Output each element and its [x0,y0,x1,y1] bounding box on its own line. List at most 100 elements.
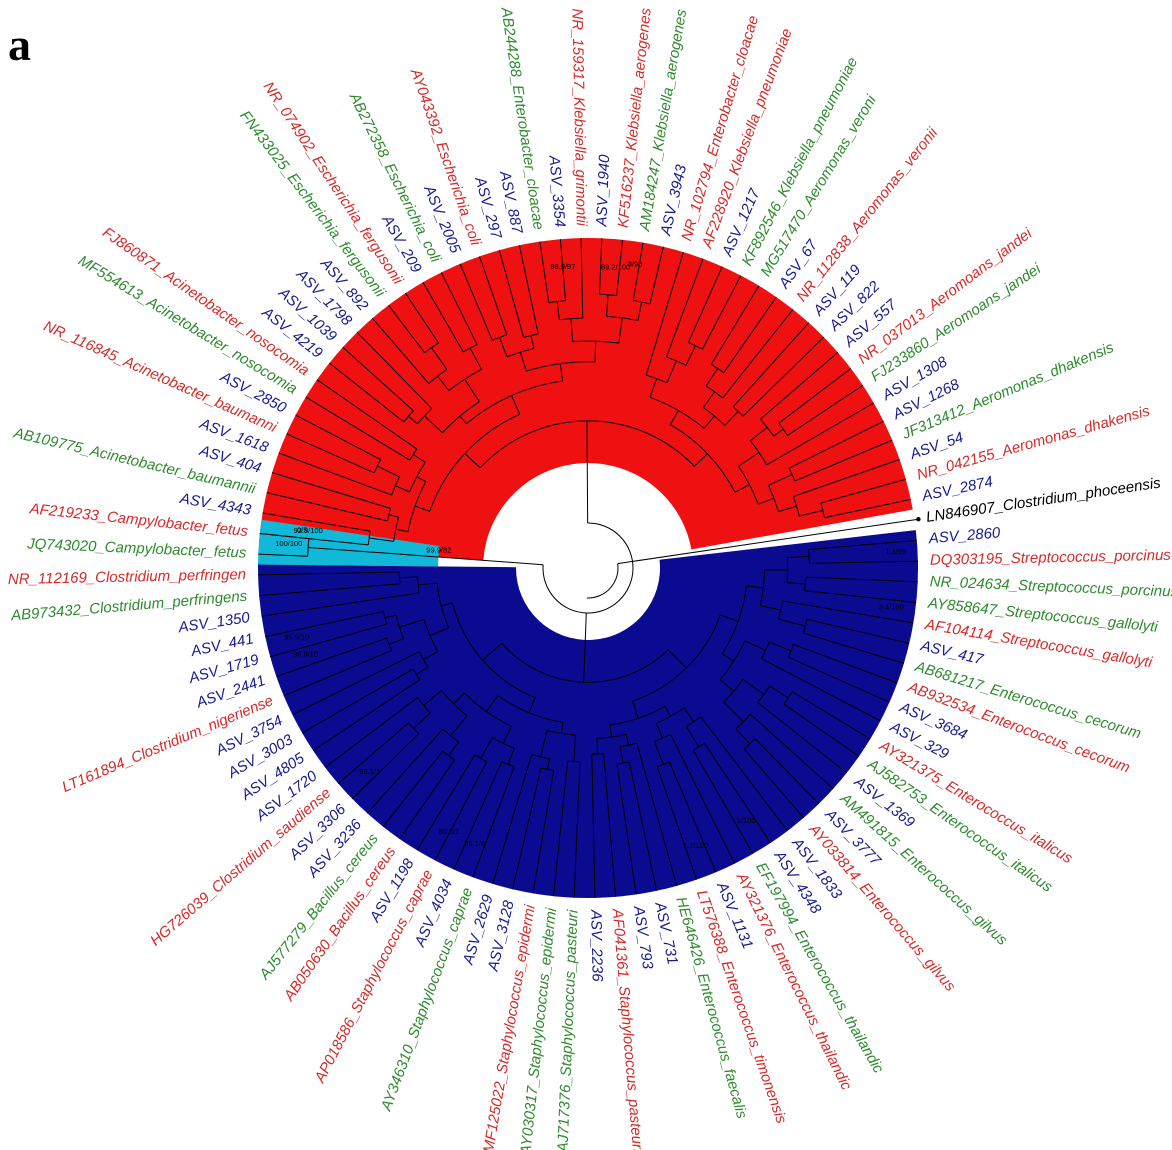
internal-branch [480,737,493,759]
support-value: 100/100 [275,539,302,548]
leaf-branch [270,623,387,658]
panel-label: a [8,19,31,70]
leaf-branch [312,679,420,752]
internal-branch [502,726,512,744]
internal-branch [705,368,719,387]
internal-branch [625,734,630,746]
internal-arc [787,644,795,658]
internal-branch [424,415,443,434]
leaf-branch [351,733,420,800]
leaf-branch [262,512,371,532]
leaf-branch [261,592,420,617]
support-value: 96.9/10 [293,650,318,659]
internal-branch [377,465,400,478]
internal-branch [769,685,789,699]
internal-arc [540,767,554,772]
leaf-label: NR_024634_Streptococcus_porcinus [929,573,1172,600]
leaf-branch [453,761,503,870]
leaf-branch [806,618,910,644]
internal-arc [820,502,825,518]
internal-branch [746,585,764,589]
internal-branch [507,748,515,765]
internal-branch [609,724,613,738]
leaf-branch [598,238,603,295]
outgroup-branch [617,518,919,565]
leaf-branch [259,533,309,540]
leaf-branch [388,304,426,354]
clade-stem [328,548,544,566]
leaf-branch [616,239,623,296]
internal-arc [466,380,563,425]
leaf-branch [259,583,400,597]
internal-branch [413,712,431,729]
internal-arc [418,651,429,668]
leaf-branch [760,351,839,420]
internal-branch [669,410,679,425]
leaf-branch [512,767,542,890]
internal-arc [408,722,420,735]
leaf-label: JQ743020_Campylobacter_fetus [26,535,247,561]
internal-arc [523,333,539,338]
support-value: 3/96 [628,260,643,269]
internal-arc [609,705,666,726]
internal-branch [437,375,450,391]
leaf-label: NR_112838_Aeromonas_veronii [793,124,941,305]
leaf-branch [337,722,409,785]
internal-branch [499,337,508,358]
leaf-label: MF554613_Acinetobacter_nosocomia [75,252,300,397]
internal-branch [722,653,735,662]
internal-branch [395,485,410,493]
internal-branch [448,741,460,756]
leaf-branch [788,420,884,469]
leaf-branch [498,250,525,338]
internal-branch [655,723,664,739]
internal-branch [738,452,760,467]
leaf-branch [342,346,414,412]
internal-branch [666,360,677,383]
leaf-branch [271,472,391,509]
internal-branch [654,741,664,765]
internal-branch [685,726,700,748]
clade-stem [583,612,587,668]
leaf-branch [700,716,788,832]
internal-branch [450,715,468,737]
internal-branch [395,528,408,533]
leaf-branch [704,742,772,844]
internal-branch [423,651,438,661]
internal-branch [384,614,397,619]
internal-arc [492,737,515,749]
support-value: 99.9/82 [426,545,451,554]
leaf-branch [809,560,918,564]
leaf-branch [591,754,596,898]
leaf-branch [757,702,847,774]
leaf-branch [316,379,418,450]
internal-branch [594,341,597,362]
leaf-branch [701,275,742,350]
leaf-branch [804,590,917,603]
leaf-branch [791,691,871,740]
leaf-label: ASV_3354 [545,154,568,228]
leaf-branch [292,651,420,716]
leaf-branch [754,738,820,805]
leaf-branch [787,384,864,436]
internal-branch [618,317,623,344]
internal-branch [559,363,564,382]
internal-arc [398,571,401,584]
support-value: 86.1/8 [464,839,485,848]
leaf-branch [301,668,414,734]
internal-branch [787,555,810,559]
leaf-branch [710,285,760,365]
leaf-branch [286,433,375,474]
leaf-branch [803,632,905,664]
internal-arc [620,742,638,748]
leaf-branch [472,766,515,878]
leaf-branch [723,296,777,373]
support-value: 80.5/1 [439,827,460,836]
internal-branch [583,667,585,683]
internal-branch [734,484,750,493]
internal-branch [702,391,715,408]
internal-branch [412,454,426,463]
leaf-branch [632,242,644,301]
leaf-label: ASV_2236 [587,909,606,983]
internal-branch [399,576,418,579]
